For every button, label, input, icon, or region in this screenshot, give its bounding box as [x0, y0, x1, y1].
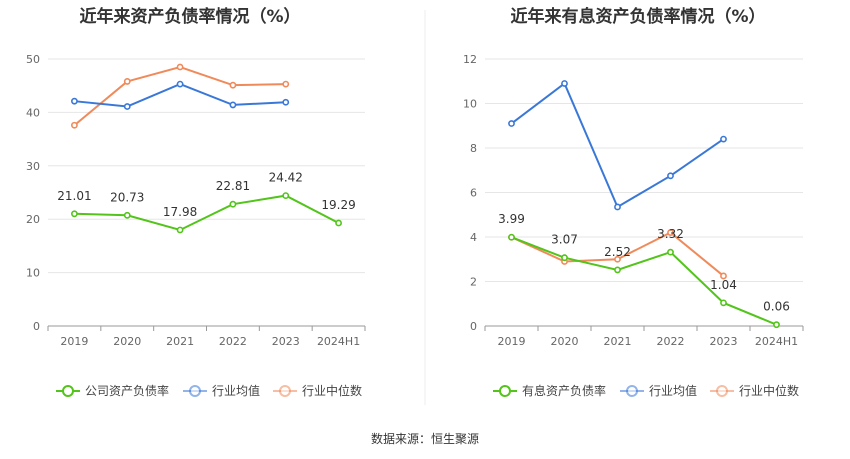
- data-point[interactable]: [71, 210, 78, 218]
- data-point[interactable]: [282, 98, 290, 106]
- chart-title: 近年来资产负债率情况（%）: [79, 6, 300, 27]
- data-point[interactable]: [720, 135, 727, 143]
- legend-marker[interactable]: [189, 385, 201, 397]
- x-tick-label: 2019: [60, 335, 88, 348]
- data-point[interactable]: [282, 192, 290, 199]
- legend-label[interactable]: 行业均值: [212, 383, 260, 398]
- data-point[interactable]: [508, 120, 515, 127]
- y-tick-label: 50: [26, 53, 40, 66]
- y-tick-label: 30: [26, 160, 40, 173]
- y-tick-label: 40: [26, 106, 40, 119]
- chart-title: 近年来有息资产负债率情况（%）: [510, 6, 765, 27]
- y-tick-label: 10: [463, 98, 477, 111]
- data-label: 2.52: [604, 245, 631, 259]
- data-point[interactable]: [123, 78, 131, 85]
- data-label: 3.07: [551, 233, 578, 247]
- y-tick-label: 2: [470, 276, 477, 289]
- data-point[interactable]: [614, 255, 621, 263]
- x-tick-label: 2023: [272, 335, 300, 348]
- series-line: [511, 236, 777, 326]
- data-point[interactable]: [720, 299, 727, 307]
- x-tick-label: 2024H1: [755, 335, 798, 348]
- legend-marker[interactable]: [499, 385, 511, 397]
- data-point[interactable]: [667, 248, 674, 256]
- legend-label[interactable]: 行业中位数: [739, 383, 799, 398]
- data-label: 24.42: [269, 171, 303, 185]
- data-label: 22.81: [216, 179, 250, 193]
- data-point[interactable]: [720, 272, 727, 280]
- legend-marker[interactable]: [626, 385, 638, 397]
- data-point[interactable]: [773, 321, 780, 329]
- data-point[interactable]: [229, 200, 237, 208]
- data-label: 3.32: [657, 227, 684, 241]
- data-point[interactable]: [176, 80, 184, 88]
- legend-marker[interactable]: [716, 385, 728, 397]
- legend-marker[interactable]: [279, 385, 291, 397]
- x-tick-label: 2024H1: [317, 335, 360, 348]
- legend-label[interactable]: 行业均值: [649, 383, 697, 398]
- x-tick-label: 2019: [498, 335, 526, 348]
- data-point[interactable]: [335, 219, 342, 227]
- data-point[interactable]: [508, 233, 515, 241]
- x-tick-label: 2020: [113, 335, 141, 348]
- x-tick-label: 2022: [219, 335, 247, 348]
- legend-label[interactable]: 有息资产负债率: [522, 383, 606, 398]
- data-point[interactable]: [667, 229, 674, 236]
- series-line: [74, 194, 340, 232]
- data-label: 3.99: [498, 212, 525, 226]
- chart-interest-debt-ratio: 近年来有息资产负债率情况（%） 0 2 4 6 8 10 12 2019 2020 2021 2022…: [463, 6, 804, 398]
- data-label: 20.73: [110, 190, 144, 204]
- y-tick-label: 12: [463, 53, 477, 66]
- data-point[interactable]: [614, 203, 621, 211]
- data-point[interactable]: [71, 97, 78, 105]
- data-point[interactable]: [667, 172, 674, 180]
- y-tick-label: 0: [470, 320, 477, 333]
- data-label: 0.06: [763, 300, 790, 314]
- y-tick-label: 0: [33, 320, 40, 333]
- y-tick-label: 10: [26, 267, 40, 280]
- legend-marker[interactable]: [62, 385, 74, 397]
- data-point[interactable]: [229, 101, 237, 109]
- x-tick-label: 2022: [657, 335, 685, 348]
- series-line: [73, 65, 286, 126]
- y-tick-label: 8: [470, 142, 477, 155]
- x-tick-label: 2023: [710, 335, 738, 348]
- y-tick-label: 20: [26, 213, 40, 226]
- data-point[interactable]: [561, 254, 568, 262]
- y-tick-label: 6: [470, 187, 477, 200]
- data-point[interactable]: [614, 266, 621, 274]
- legend-label[interactable]: 行业中位数: [302, 383, 362, 398]
- data-point[interactable]: [176, 63, 184, 71]
- data-label: 17.98: [163, 205, 197, 219]
- legend-label[interactable]: 公司资产负债率: [85, 383, 169, 398]
- data-point[interactable]: [123, 103, 131, 110]
- chart-debt-ratio: 近年来资产负债率情况（%） 0 10 20 30 40 50 2019 2020 2021 2022…: [26, 6, 366, 398]
- data-point[interactable]: [561, 80, 568, 87]
- x-tick-label: 2020: [551, 335, 579, 348]
- data-point[interactable]: [71, 121, 78, 129]
- data-label: 1.04: [710, 278, 737, 292]
- x-tick-label: 2021: [166, 335, 194, 348]
- y-tick-label: 4: [470, 231, 477, 244]
- data-label: 21.01: [57, 189, 91, 203]
- data-point[interactable]: [282, 80, 290, 88]
- data-point[interactable]: [176, 226, 184, 234]
- data-point[interactable]: [229, 81, 237, 89]
- series-line: [510, 81, 725, 209]
- data-point[interactable]: [123, 211, 131, 219]
- data-label: 19.29: [321, 198, 355, 212]
- x-tick-label: 2021: [604, 335, 632, 348]
- data-source: 数据来源：恒生聚源: [371, 431, 479, 446]
